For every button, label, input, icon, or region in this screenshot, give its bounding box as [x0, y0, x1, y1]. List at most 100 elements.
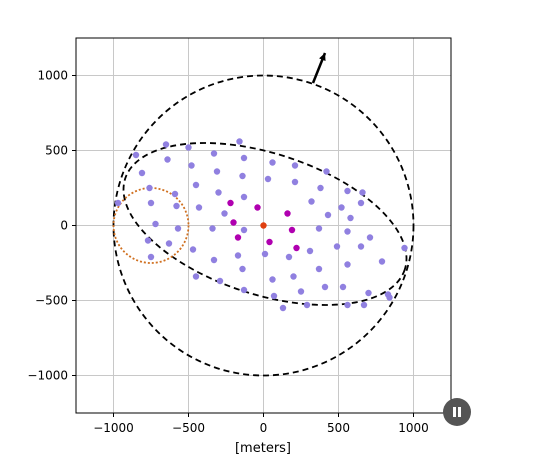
- outer-point: [146, 184, 153, 192]
- inner-point: [230, 219, 237, 226]
- outer-point: [215, 189, 222, 196]
- y-axis-ticks: 1000 500 0 −500 −1000: [27, 69, 76, 383]
- outer-point: [114, 199, 122, 207]
- y-tick-label: 1000: [37, 69, 68, 83]
- outer-point: [234, 252, 242, 259]
- outer-point: [240, 193, 248, 201]
- x-tick-label: 1000: [398, 421, 429, 435]
- outer-point: [192, 273, 200, 280]
- outer-point: [188, 162, 195, 169]
- inner-point: [293, 244, 300, 252]
- x-tick-label: 500: [327, 421, 350, 435]
- outer-point: [144, 237, 152, 244]
- outer-point: [303, 301, 311, 309]
- outer-point: [192, 181, 200, 189]
- outer-point: [239, 265, 246, 273]
- outer-point: [291, 178, 299, 186]
- x-axis-label: [meters]: [235, 441, 291, 456]
- outer-point: [321, 283, 329, 291]
- outer-point: [306, 247, 314, 255]
- outer-point: [347, 214, 354, 222]
- x-axis-ticks: −1000 −500 0 500 1000: [93, 413, 429, 435]
- outer-point: [315, 265, 323, 273]
- y-tick-label: 0: [60, 219, 68, 233]
- outer-point: [240, 154, 248, 162]
- outer-point: [240, 286, 248, 294]
- pause-button[interactable]: [443, 398, 471, 426]
- outer-point: [344, 187, 351, 195]
- outer-point: [239, 172, 246, 180]
- data-points: [114, 138, 408, 312]
- pause-icon: [453, 407, 456, 417]
- dashed-ellipse: [122, 142, 408, 306]
- outer-point: [308, 198, 315, 205]
- inner-point: [266, 238, 273, 246]
- outer-point: [162, 141, 170, 148]
- outer-point: [360, 301, 368, 309]
- outer-point: [209, 225, 216, 232]
- x-tick-label: −500: [172, 421, 205, 435]
- plot-shapes: [112, 52, 415, 377]
- outer-point: [261, 250, 269, 258]
- outer-point: [138, 169, 146, 177]
- outer-point: [315, 225, 323, 232]
- outer-point: [386, 294, 393, 301]
- outer-point: [291, 162, 299, 169]
- outer-point: [333, 243, 341, 250]
- inner-point: [234, 234, 242, 241]
- outer-point: [344, 228, 351, 235]
- outer-point: [366, 234, 374, 241]
- outer-point: [297, 288, 305, 295]
- inner-point: [284, 210, 291, 217]
- outer-point: [359, 189, 366, 196]
- outer-point: [147, 253, 155, 261]
- outer-point: [270, 292, 278, 300]
- outer-point: [213, 168, 221, 175]
- outer-point: [323, 168, 330, 175]
- outer-point: [344, 301, 351, 309]
- inner-point: [254, 204, 261, 211]
- outer-point: [290, 273, 297, 280]
- outer-point: [185, 144, 192, 151]
- outer-point: [164, 156, 171, 163]
- outer-point: [357, 199, 365, 207]
- outer-point: [210, 150, 218, 157]
- outer-point: [195, 204, 203, 211]
- outer-point: [324, 211, 332, 219]
- outer-point: [264, 175, 272, 183]
- outer-point: [147, 199, 155, 207]
- outer-point: [285, 253, 293, 261]
- outer-point: [378, 258, 386, 265]
- outer-point: [401, 244, 408, 252]
- outer-point: [165, 240, 173, 247]
- outer-point: [189, 246, 197, 253]
- direction-arrow-head: [319, 53, 326, 61]
- x-tick-label: 0: [260, 421, 268, 435]
- outer-point: [173, 202, 180, 210]
- outer-point: [357, 243, 365, 250]
- outer-point: [339, 283, 347, 291]
- inner-point: [227, 199, 234, 207]
- center-point: [260, 222, 267, 229]
- outer-point: [365, 289, 372, 297]
- outer-point: [216, 277, 224, 285]
- outer-point: [174, 225, 182, 232]
- y-tick-label: −1000: [27, 369, 68, 383]
- outer-point: [171, 190, 179, 198]
- y-tick-label: 500: [45, 144, 68, 158]
- outer-point: [344, 261, 351, 268]
- outer-point: [236, 138, 243, 145]
- outer-point: [221, 210, 228, 217]
- outer-point: [152, 220, 159, 228]
- outer-point: [132, 151, 140, 159]
- outer-point: [279, 304, 287, 312]
- x-tick-label: −1000: [93, 421, 134, 435]
- outer-point: [240, 226, 248, 234]
- outer-point: [338, 204, 345, 211]
- outer-point: [269, 276, 276, 283]
- outer-point: [210, 256, 218, 264]
- outer-point: [317, 184, 324, 192]
- y-tick-label: −500: [35, 294, 68, 308]
- outer-point: [269, 159, 276, 166]
